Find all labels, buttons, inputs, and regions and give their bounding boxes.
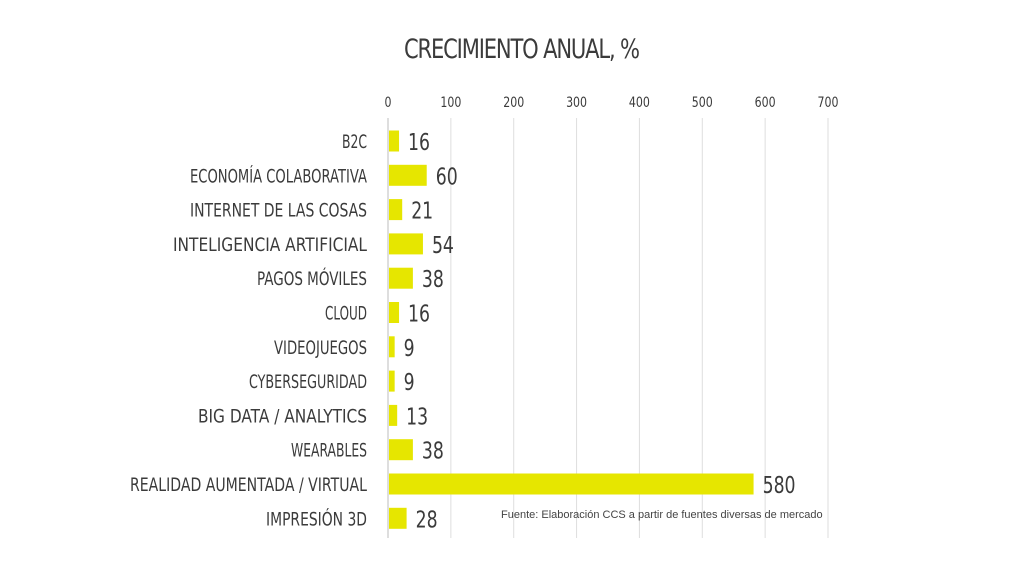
bar xyxy=(389,199,403,221)
x-tick-label: 100 xyxy=(440,95,461,111)
value-label: 54 xyxy=(432,233,454,259)
value-label: 28 xyxy=(416,507,438,533)
bar xyxy=(389,267,413,289)
source-note: Fuente: Elaboración CCS a partir de fuen… xyxy=(501,509,823,521)
category-label: INTERNET DE LAS COSAS xyxy=(190,200,367,222)
category-label: CYBERSEGURIDAD xyxy=(249,371,367,393)
chart-title: CRECIMIENTO ANUAL, % xyxy=(404,34,640,65)
bar xyxy=(389,302,400,323)
bar xyxy=(389,336,395,358)
x-tick-label: 700 xyxy=(818,95,839,111)
category-label: REALIDAD AUMENTADA / VIRTUAL xyxy=(130,474,367,496)
category-label: INTELIGENCIA ARTIFICIAL xyxy=(173,234,367,256)
value-label: 16 xyxy=(408,130,430,156)
value-label: 16 xyxy=(408,302,430,328)
value-label: 38 xyxy=(422,439,444,465)
value-label: 21 xyxy=(411,199,433,225)
value-label: 9 xyxy=(404,370,415,396)
value-label: 9 xyxy=(404,336,415,362)
x-tick-label: 500 xyxy=(692,95,713,111)
category-label: VIDEOJUEGOS xyxy=(274,337,367,359)
bar xyxy=(389,507,407,529)
category-label: BIG DATA / ANALYTICS xyxy=(198,405,367,427)
category-label: WEARABLES xyxy=(291,440,367,462)
category-label: CLOUD xyxy=(325,303,367,325)
category-label: IMPRESIÓN 3D xyxy=(266,506,367,530)
value-label: 580 xyxy=(763,473,796,499)
bar xyxy=(389,439,413,461)
x-tick-label: 400 xyxy=(629,95,650,111)
bar xyxy=(389,164,427,186)
x-tick-label: 200 xyxy=(503,95,524,111)
x-tick-label: 0 xyxy=(385,95,392,111)
bar xyxy=(389,130,400,152)
bar xyxy=(389,370,395,392)
value-label: 60 xyxy=(436,164,458,190)
bar xyxy=(389,404,398,426)
x-tick-label: 600 xyxy=(755,95,776,111)
category-label: B2C xyxy=(342,131,367,153)
bar xyxy=(389,473,754,495)
bar xyxy=(389,233,423,255)
x-tick-label: 300 xyxy=(566,95,587,111)
category-label: ECONOMÍA COLABORATIVA xyxy=(190,164,367,187)
value-label: 13 xyxy=(406,404,428,430)
value-label: 38 xyxy=(422,267,444,293)
category-label: PAGOS MÓVILES xyxy=(257,266,367,290)
